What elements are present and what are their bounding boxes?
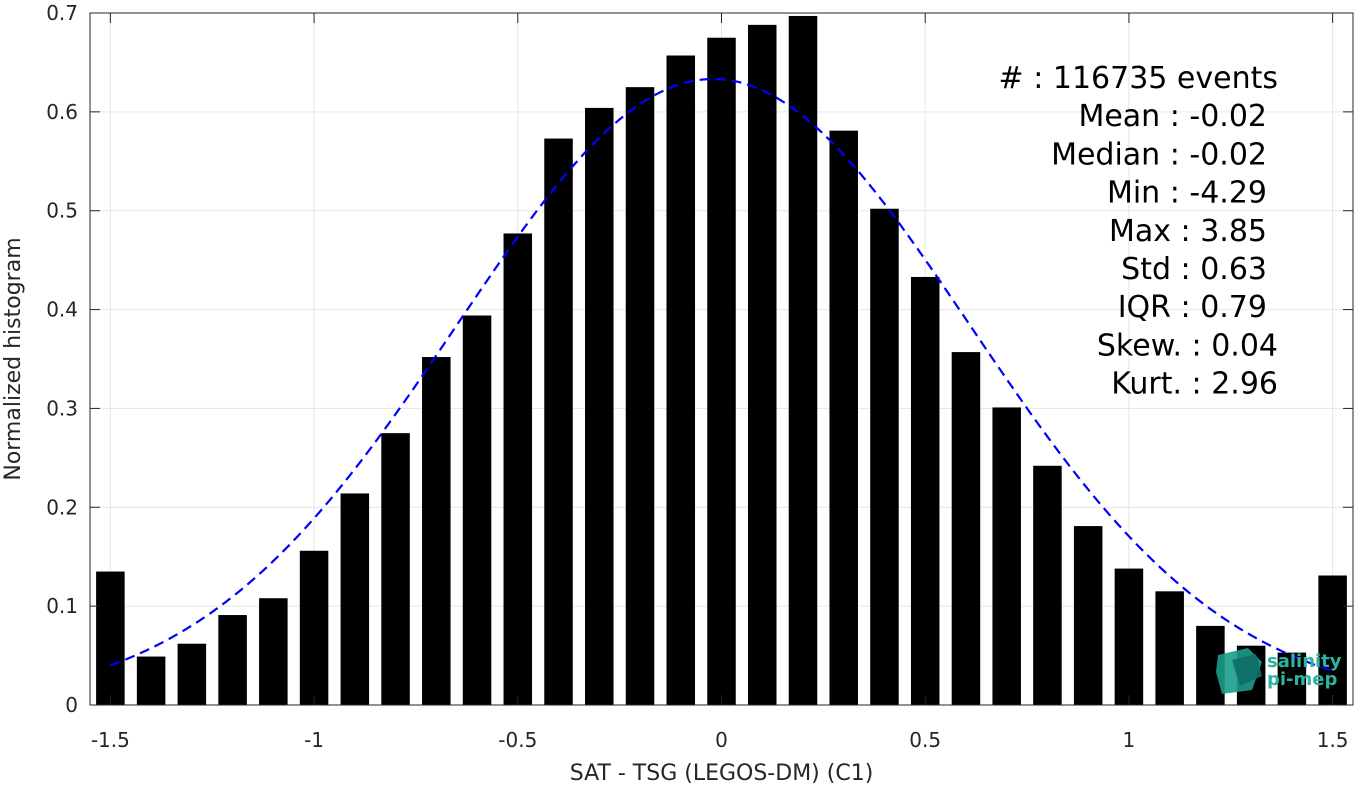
histogram-bar [340, 493, 370, 705]
stat-line: Mean : -0.02 [1078, 99, 1267, 134]
histogram-bar [381, 433, 410, 705]
x-axis-title: SAT - TSG (LEGOS-DM) (C1) [570, 761, 874, 785]
x-tick-label: -1 [304, 728, 324, 752]
histogram-bar [96, 571, 125, 705]
y-tick-label: 0.3 [46, 396, 78, 420]
histogram-bar [951, 352, 981, 705]
x-tick-label: 0.5 [909, 728, 941, 752]
histogram-bars [96, 15, 1347, 706]
histogram-bar [1033, 465, 1062, 705]
histogram-bar [1114, 568, 1144, 705]
stat-line: Skew. : 0.04 [1097, 328, 1278, 363]
stat-line: Std : 0.63 [1121, 252, 1267, 287]
histogram-bar [503, 233, 533, 706]
histogram-bar [136, 656, 166, 705]
y-tick-label: 0.1 [46, 594, 78, 618]
histogram-bar [788, 15, 818, 706]
y-tick-label: 0.7 [46, 1, 78, 25]
axis-ticks [90, 12, 1353, 706]
stat-line: Max : 3.85 [1109, 214, 1267, 249]
histogram-bar [625, 87, 655, 705]
logo-mark-shade-icon [1232, 654, 1262, 686]
histogram-bar [218, 615, 247, 705]
logo-text-pimep: pi-mep [1267, 669, 1337, 690]
gaussian-fit-curve [109, 77, 1333, 672]
x-tick-label: 0 [715, 728, 728, 752]
histogram-bar [992, 407, 1021, 705]
histogram-bar [870, 208, 899, 706]
histogram-bar [666, 55, 696, 706]
histogram-bar [177, 643, 207, 705]
y-tick-label: 0.2 [46, 495, 78, 519]
histogram-bar [707, 37, 736, 705]
stat-line: # : 116735 events [999, 61, 1278, 96]
y-tick-labels: 0 0.1 0.2 0.3 0.4 0.5 0.6 0.7 [46, 1, 78, 717]
histogram-bar [462, 315, 492, 705]
histogram-bar [910, 276, 940, 705]
histogram-bar [747, 24, 777, 706]
x-tick-label: 1 [1123, 728, 1136, 752]
histogram-bar [544, 138, 573, 705]
y-axis-title: Normalized histogram [1, 237, 26, 480]
histogram-bar [1277, 652, 1307, 705]
y-tick-label: 0 [65, 693, 78, 717]
histogram-bar [1318, 575, 1347, 705]
histogram-bar [259, 598, 288, 705]
y-tick-label: 0.4 [46, 298, 78, 322]
histogram-bar [1155, 591, 1184, 705]
stat-line: Median : -0.02 [1051, 137, 1267, 172]
stat-line: Kurt. : 2.96 [1111, 367, 1278, 402]
stat-line: Min : -4.29 [1107, 176, 1267, 211]
x-tick-label: -1.5 [91, 728, 130, 752]
stat-line: IQR : 0.79 [1118, 290, 1267, 325]
histogram-bar [299, 550, 329, 705]
histogram-bar [422, 357, 451, 705]
y-tick-label: 0.6 [46, 100, 78, 124]
x-tick-label: 1.5 [1317, 728, 1349, 752]
x-tick-labels: -1.5 -1 -0.5 0 0.5 1 1.5 [91, 728, 1349, 752]
histogram-bar [1073, 526, 1103, 705]
histogram-bar [829, 130, 858, 705]
y-tick-label: 0.5 [46, 199, 78, 223]
logo-text-salinity: salinity [1267, 651, 1342, 672]
x-tick-label: -0.5 [498, 728, 537, 752]
histogram-bar [585, 107, 614, 706]
